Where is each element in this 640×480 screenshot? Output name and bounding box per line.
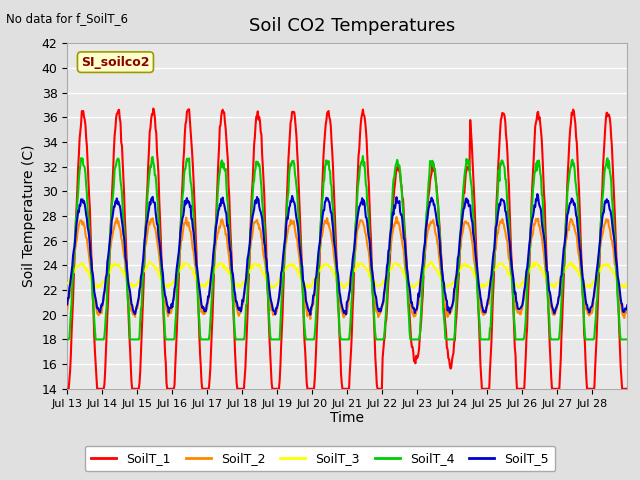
Text: No data for f_SoilT_6: No data for f_SoilT_6 (6, 12, 129, 25)
Text: SI_soilco2: SI_soilco2 (81, 56, 150, 69)
X-axis label: Time: Time (330, 411, 364, 425)
Y-axis label: Soil Temperature (C): Soil Temperature (C) (22, 145, 36, 287)
Text: Soil CO2 Temperatures: Soil CO2 Temperatures (249, 17, 455, 35)
Legend: SoilT_1, SoilT_2, SoilT_3, SoilT_4, SoilT_5: SoilT_1, SoilT_2, SoilT_3, SoilT_4, Soil… (85, 446, 555, 471)
